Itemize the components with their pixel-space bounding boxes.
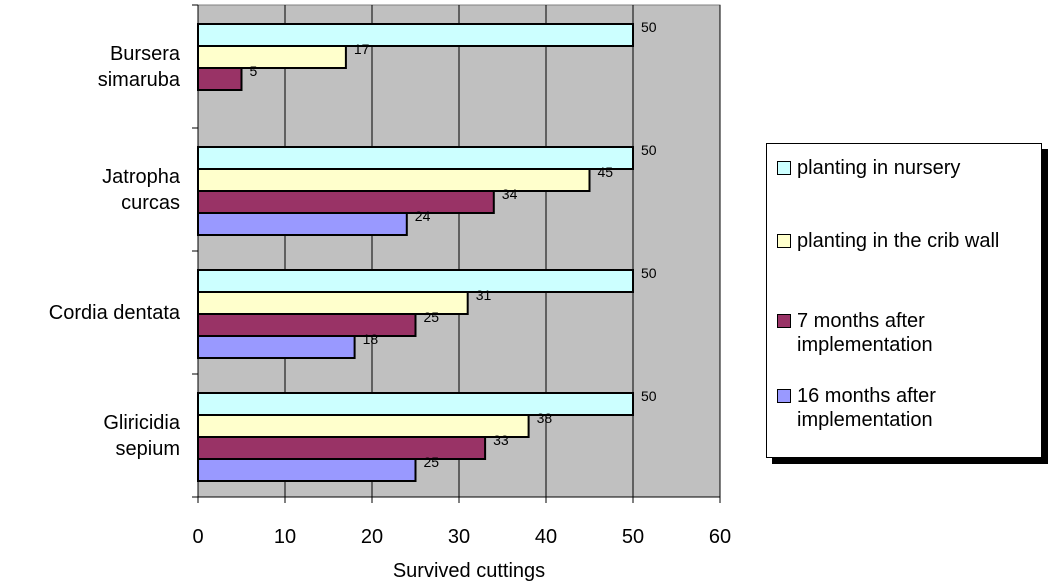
legend-swatch — [777, 389, 791, 403]
bar — [197, 414, 530, 438]
legend-swatch — [777, 161, 791, 175]
value-label: 50 — [641, 142, 657, 158]
value-label: 50 — [641, 388, 657, 404]
x-axis-title: Survived cuttings — [393, 560, 545, 582]
x-tick-label: 20 — [361, 526, 383, 548]
bar — [197, 436, 487, 460]
category-label: Bursera simaruba — [97, 42, 180, 91]
bar — [197, 146, 634, 170]
x-tick-label: 40 — [535, 526, 557, 548]
bar — [197, 23, 634, 47]
category-label: Cordia dentata — [48, 301, 180, 324]
value-label: 25 — [424, 309, 440, 325]
value-label: 24 — [415, 208, 431, 224]
legend: planting in nursery planting in the crib … — [766, 143, 1042, 458]
legend-label: 16 months after implementation — [797, 385, 936, 431]
bar — [197, 269, 634, 293]
legend-item: planting in the crib wall — [777, 229, 1049, 253]
value-label: 5 — [250, 63, 258, 79]
bar — [197, 45, 347, 69]
value-label: 34 — [502, 186, 518, 202]
bar — [197, 190, 495, 214]
legend-item: planting in nursery — [777, 156, 1049, 180]
value-label: 50 — [641, 265, 657, 281]
value-label: 25 — [424, 454, 440, 470]
legend-label: 7 months after implementation — [797, 310, 933, 356]
legend-swatch — [777, 234, 791, 248]
x-tick-label: 0 — [192, 526, 203, 548]
bar — [197, 458, 417, 482]
legend-label: planting in nursery — [797, 157, 961, 179]
bar — [197, 67, 243, 91]
legend-item: 16 months after implementation — [777, 384, 1049, 432]
value-label: 50 — [641, 19, 657, 35]
category-label: Jatropha curcas — [102, 165, 180, 214]
bar — [197, 392, 634, 416]
bar — [197, 168, 591, 192]
x-tick-label: 30 — [448, 526, 470, 548]
x-tick-label: 10 — [274, 526, 296, 548]
bar — [197, 335, 356, 359]
x-tick-label: 60 — [709, 526, 731, 548]
legend-label: planting in the crib wall — [797, 230, 1000, 252]
value-label: 18 — [363, 331, 379, 347]
value-label: 38 — [537, 410, 553, 426]
x-tick-label: 50 — [622, 526, 644, 548]
legend-item: 7 months after implementation — [777, 309, 1049, 357]
bar — [197, 212, 408, 236]
category-label: Gliricidia sepium — [103, 411, 180, 460]
value-label: 45 — [598, 164, 614, 180]
value-label: 17 — [354, 41, 370, 57]
bar — [197, 313, 417, 337]
value-label: 33 — [493, 432, 509, 448]
value-label: 31 — [476, 287, 492, 303]
legend-swatch — [777, 314, 791, 328]
